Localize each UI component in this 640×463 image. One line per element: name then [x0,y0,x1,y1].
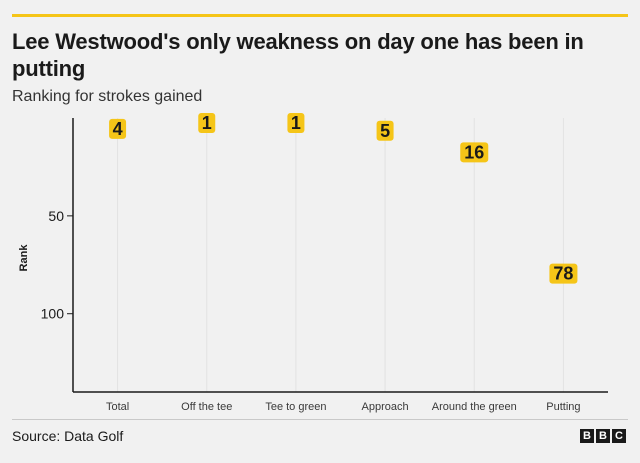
mark-layer: 4 1 1 5 16 78 [109,112,578,284]
data-label-highlight [198,112,216,133]
x-tick-label: Off the tee [181,401,232,413]
data-label-highlight [376,120,394,141]
data-point: 5 [376,120,394,141]
data-label: 78 [553,264,573,284]
data-point: 4 [109,118,127,139]
chart-subtitle: Ranking for strokes gained [12,88,203,105]
grid-layer [117,118,564,392]
data-label: 1 [291,113,301,133]
data-label-highlight [109,118,127,139]
data-label-highlight [287,112,305,133]
y-tick-label: 50 [48,208,64,224]
logo-letter: C [612,429,626,443]
footer-divider [12,419,628,420]
data-point: 78 [549,263,578,284]
x-tick-label: Approach [362,401,409,413]
data-label-highlight [549,263,578,284]
data-label: 16 [464,142,484,162]
data-point: 1 [287,112,305,133]
data-label: 1 [202,113,212,133]
logo-letter: B [580,429,594,443]
data-point: 16 [460,142,489,163]
x-tick-label: Around the green [432,401,517,413]
y-axis-label: Rank [18,244,30,272]
data-label: 4 [113,119,123,139]
data-point: 1 [198,112,216,133]
x-tick-label: Tee to green [265,401,326,413]
data-label-highlight [460,142,489,163]
top-accent-rule [12,14,628,17]
logo-letter: B [596,429,610,443]
chart-title: Lee Westwood's only weakness on day one … [12,29,584,81]
axis-layer: 50 100 Rank Total Off the tee Tee to green App… [18,118,608,413]
y-tick-label: 100 [41,306,65,322]
x-tick-label: Putting [546,401,580,413]
bbc-logo: B B C [580,429,626,443]
data-label: 5 [380,121,390,141]
source-note: Source: Data Golf [12,428,124,444]
x-tick-label: Total [106,401,129,413]
